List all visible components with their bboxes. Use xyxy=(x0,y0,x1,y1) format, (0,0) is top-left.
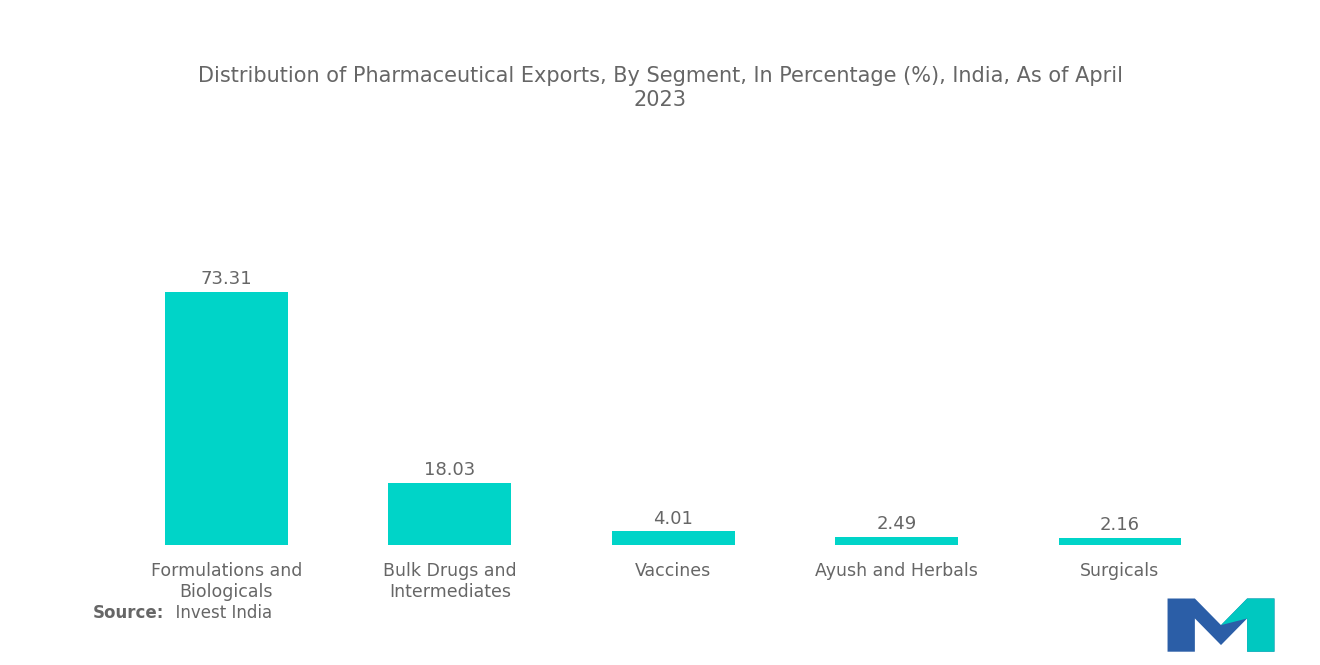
Bar xyxy=(388,483,511,545)
Text: Source:: Source: xyxy=(92,604,164,622)
Polygon shape xyxy=(1167,598,1274,652)
Bar xyxy=(1059,538,1181,545)
Text: 4.01: 4.01 xyxy=(653,510,693,528)
Bar xyxy=(836,537,958,545)
Text: Invest India: Invest India xyxy=(165,604,272,622)
Text: 2.16: 2.16 xyxy=(1100,517,1140,535)
Bar xyxy=(165,292,288,545)
Polygon shape xyxy=(1221,598,1274,652)
Text: 2.49: 2.49 xyxy=(876,515,916,533)
Text: Distribution of Pharmaceutical Exports, By Segment, In Percentage (%), India, As: Distribution of Pharmaceutical Exports, … xyxy=(198,66,1122,110)
Text: 73.31: 73.31 xyxy=(201,271,252,289)
Text: 18.03: 18.03 xyxy=(424,462,475,479)
Bar xyxy=(611,531,735,545)
